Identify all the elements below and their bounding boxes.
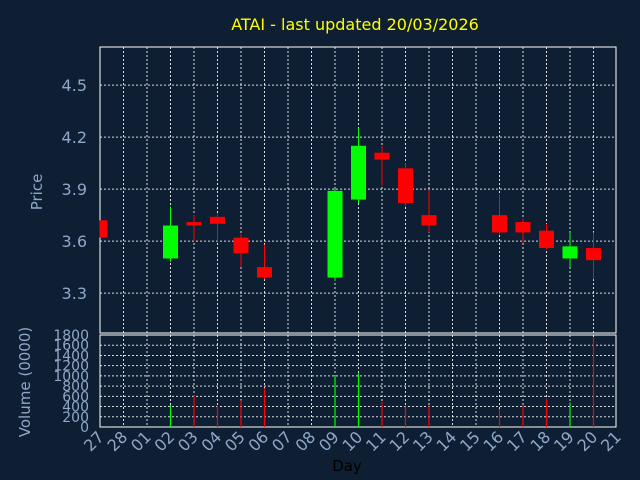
candle-body <box>398 168 413 203</box>
price-y-axis-label: Price <box>28 174 46 211</box>
price-y-tick-label: 3.9 <box>62 180 87 199</box>
volume-y-tick-label: 1800 <box>53 328 89 344</box>
candle-body <box>257 267 272 278</box>
candle-body <box>100 220 108 238</box>
x-tick-label: 21 <box>597 427 625 455</box>
candle-body <box>327 190 343 278</box>
price-y-tick-label: 4.5 <box>62 76 87 95</box>
volume-y-axis-label: Volume (0000) <box>16 327 34 437</box>
candle-body <box>586 248 601 261</box>
candle-body <box>233 237 249 254</box>
candle-body <box>421 215 437 226</box>
volume-y-tick-label: 1600 <box>53 338 89 354</box>
candle-body <box>351 145 366 200</box>
volume-y-tick-label: 1000 <box>53 369 89 385</box>
price-y-ticks: 3.3 3.6 3.9 4.2 4.5 <box>62 76 87 303</box>
volume-y-tick-label: 200 <box>62 410 89 426</box>
x-ticks: 2728010203040506070809101112131415161718… <box>80 427 625 455</box>
candle-body <box>374 152 390 160</box>
x-axis-label: Day <box>332 457 362 475</box>
volume-y-tick-label: 600 <box>62 389 89 405</box>
price-y-tick-label: 4.2 <box>62 128 87 147</box>
candle-body <box>562 246 578 259</box>
volume-y-tick-label: 1400 <box>53 348 89 364</box>
price-y-tick-label: 3.3 <box>62 284 87 303</box>
price-y-tick-label: 3.6 <box>62 232 87 251</box>
candle-body <box>539 230 554 249</box>
candle-body <box>163 225 178 259</box>
candle-body <box>492 215 507 233</box>
candlestick-series <box>99 128 601 281</box>
candle-body <box>186 222 202 226</box>
candle-body <box>210 216 225 224</box>
volume-y-tick-label: 0 <box>80 420 89 436</box>
volume-y-tick-label: 800 <box>62 379 89 395</box>
chart-title: ATAI - last updated 20/03/2026 <box>231 15 479 34</box>
volume-y-tick-label: 1200 <box>53 359 89 375</box>
candle-body <box>515 222 531 233</box>
volume-bar-series <box>169 337 595 427</box>
volume-y-tick-label: 400 <box>62 400 89 416</box>
